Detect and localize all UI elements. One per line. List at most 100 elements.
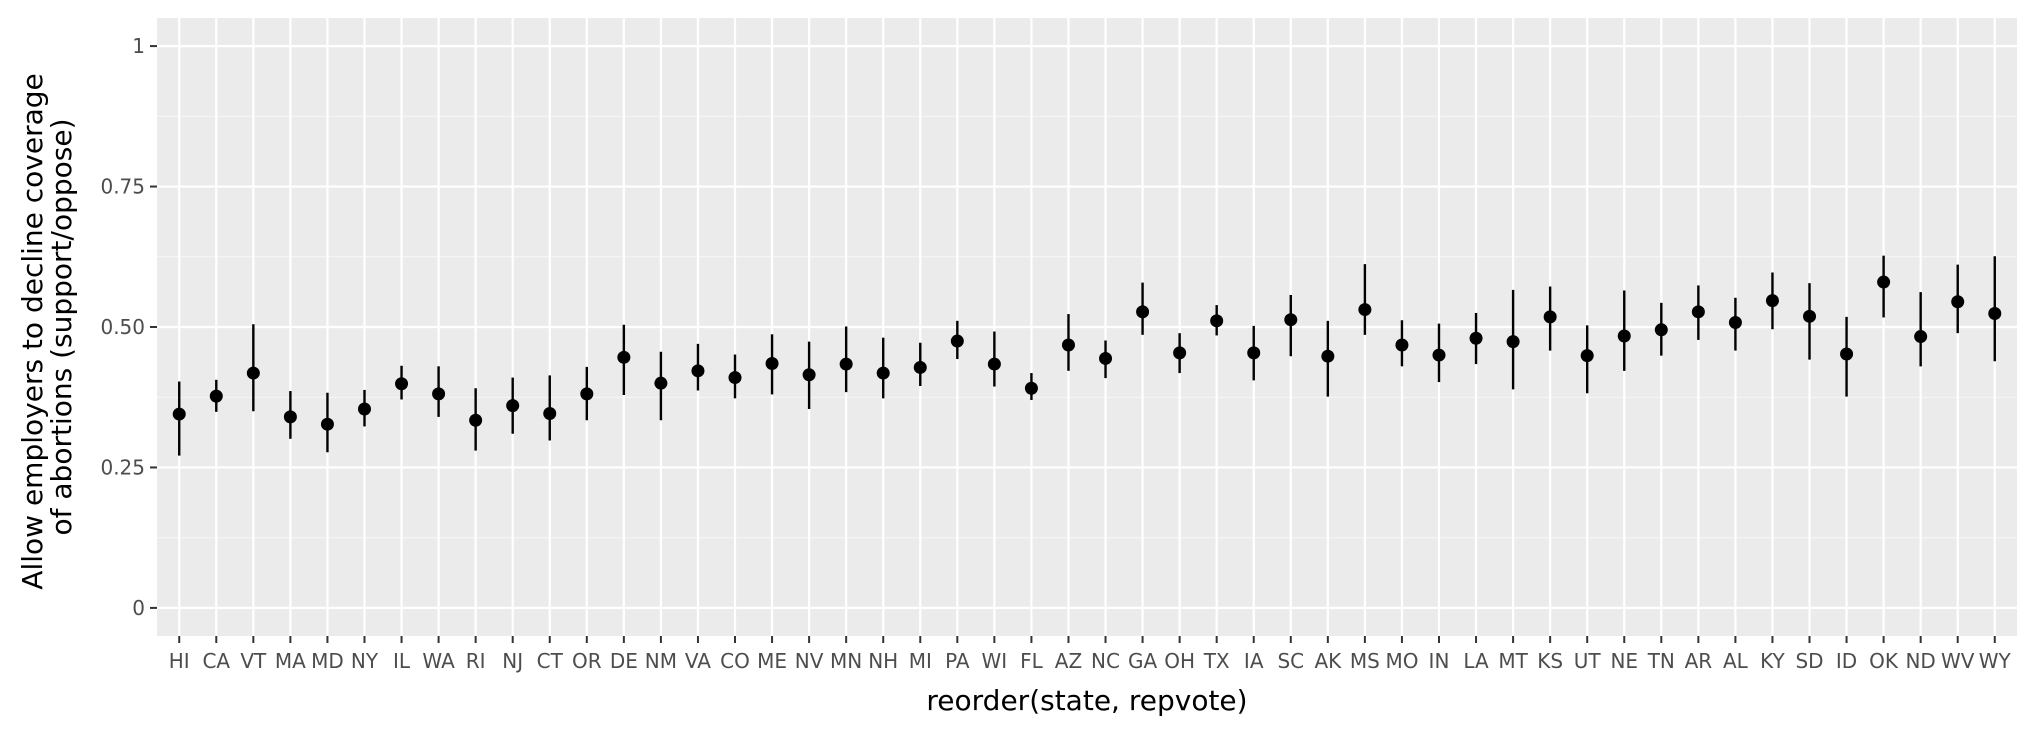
point-ca (209, 389, 223, 403)
x-tick-label-wy: WY (1979, 649, 2012, 673)
x-tick-label-wi: WI (982, 649, 1008, 673)
y-tick-label: 0.75 (100, 175, 145, 199)
x-tick-label-ny: NY (351, 649, 379, 673)
x-tick-label-ky: KY (1760, 649, 1785, 673)
x-tick-label-az: AZ (1055, 649, 1082, 673)
point-fl (1024, 381, 1038, 395)
x-tick-label-ar: AR (1685, 649, 1713, 673)
x-tick-label-wa: WA (422, 649, 455, 673)
point-tx (1210, 314, 1224, 328)
x-tick-label-tn: TN (1647, 649, 1675, 673)
point-al (1728, 316, 1742, 330)
x-tick-label-ks: KS (1537, 649, 1563, 673)
data-points (172, 275, 2002, 431)
point-vt (246, 366, 260, 380)
x-tick-label-mo: MO (1385, 649, 1418, 673)
point-ny (357, 402, 371, 416)
x-tick-label-la: LA (1463, 649, 1489, 673)
x-tick-label-md: MD (311, 649, 344, 673)
major-gridlines (157, 18, 2017, 636)
point-ut (1580, 349, 1594, 363)
point-nh (876, 366, 890, 380)
y-axis-title-line-1: Allow employers to decline coverage (16, 73, 49, 589)
x-tick-label-pa: PA (945, 649, 970, 673)
point-nj (506, 399, 520, 413)
x-tick-label-id: ID (1836, 649, 1857, 673)
x-tick-label-sc: SC (1277, 649, 1304, 673)
x-tick-label-nh: NH (868, 649, 898, 673)
x-tick-label-ri: RI (466, 649, 486, 673)
x-tick-label-me: ME (757, 649, 787, 673)
x-tick-label-fl: FL (1020, 649, 1044, 673)
point-in (1432, 348, 1446, 362)
x-tick-label-wv: WV (1941, 649, 1975, 673)
point-mo (1395, 338, 1409, 352)
point-ma (283, 410, 297, 424)
minor-gridlines (157, 115, 2017, 539)
y-axis: 0 0.25 0.50 0.75 1 (100, 34, 157, 620)
x-tick-label-nj: NJ (502, 649, 523, 673)
point-mt (1506, 335, 1520, 349)
point-il (395, 377, 409, 391)
x-tick-label-ak: AK (1314, 649, 1342, 673)
point-nd (1914, 330, 1928, 344)
x-tick-label-ga: GA (1128, 649, 1157, 673)
x-tick-label-oh: OH (1164, 649, 1195, 673)
x-tick-label-nm: NM (645, 649, 677, 673)
x-tick-label-ms: MS (1350, 649, 1380, 673)
point-wa (432, 387, 446, 401)
x-axis: HI CA VT MA MD NY IL WA RI NJ CT OR DE NM VA CO ME NV MN NH… (169, 636, 2012, 673)
point-ms (1358, 303, 1372, 317)
y-tick-label: 0.50 (100, 315, 145, 339)
y-tick-label: 1 (132, 34, 145, 58)
point-nm (654, 376, 668, 390)
point-de (617, 350, 631, 364)
x-tick-label-or: OR (572, 649, 602, 673)
point-wv (1951, 295, 1965, 309)
point-or (580, 387, 594, 401)
point-id (1840, 347, 1854, 361)
point-mn (839, 357, 853, 371)
y-axis-title-line-2: of abortions (support/oppose) (45, 119, 78, 536)
point-nv (802, 368, 816, 382)
point-az (1061, 338, 1075, 352)
x-tick-label-ca: CA (202, 649, 230, 673)
x-tick-label-nd: ND (1905, 649, 1935, 673)
x-tick-label-ma: MA (275, 649, 306, 673)
point-va (691, 364, 705, 378)
point-wy (1988, 307, 2002, 321)
x-tick-label-tx: TX (1203, 649, 1230, 673)
point-sd (1803, 309, 1817, 323)
x-tick-label-de: DE (610, 649, 638, 673)
point-ok (1877, 275, 1891, 289)
x-tick-label-ia: IA (1244, 649, 1264, 673)
point-tn (1654, 323, 1668, 337)
point-la (1469, 331, 1483, 345)
point-ky (1765, 294, 1779, 308)
x-tick-label-ct: CT (537, 649, 564, 673)
y-axis-title: Allow employers to decline coverage of a… (16, 64, 78, 589)
x-tick-label-nc: NC (1091, 649, 1120, 673)
point-ne (1617, 329, 1631, 343)
point-me (765, 357, 779, 371)
x-tick-label-mi: MI (909, 649, 932, 673)
point-pa (950, 334, 964, 348)
point-ak (1321, 349, 1335, 363)
point-co (728, 371, 742, 385)
x-tick-label-mt: MT (1498, 649, 1528, 673)
point-oh (1173, 346, 1187, 360)
point-hi (172, 407, 186, 421)
y-tick-label: 0 (132, 596, 145, 620)
x-tick-label-in: IN (1429, 649, 1450, 673)
x-tick-label-va: VA (685, 649, 711, 673)
x-tick-label-mn: MN (830, 649, 862, 673)
point-ri (469, 413, 483, 427)
x-tick-label-vt: VT (240, 649, 267, 673)
point-ga (1136, 305, 1150, 319)
x-tick-label-al: AL (1723, 649, 1749, 673)
x-tick-label-il: IL (393, 649, 411, 673)
x-tick-label-ut: UT (1574, 649, 1602, 673)
point-sc (1284, 313, 1298, 327)
point-ia (1247, 346, 1261, 360)
